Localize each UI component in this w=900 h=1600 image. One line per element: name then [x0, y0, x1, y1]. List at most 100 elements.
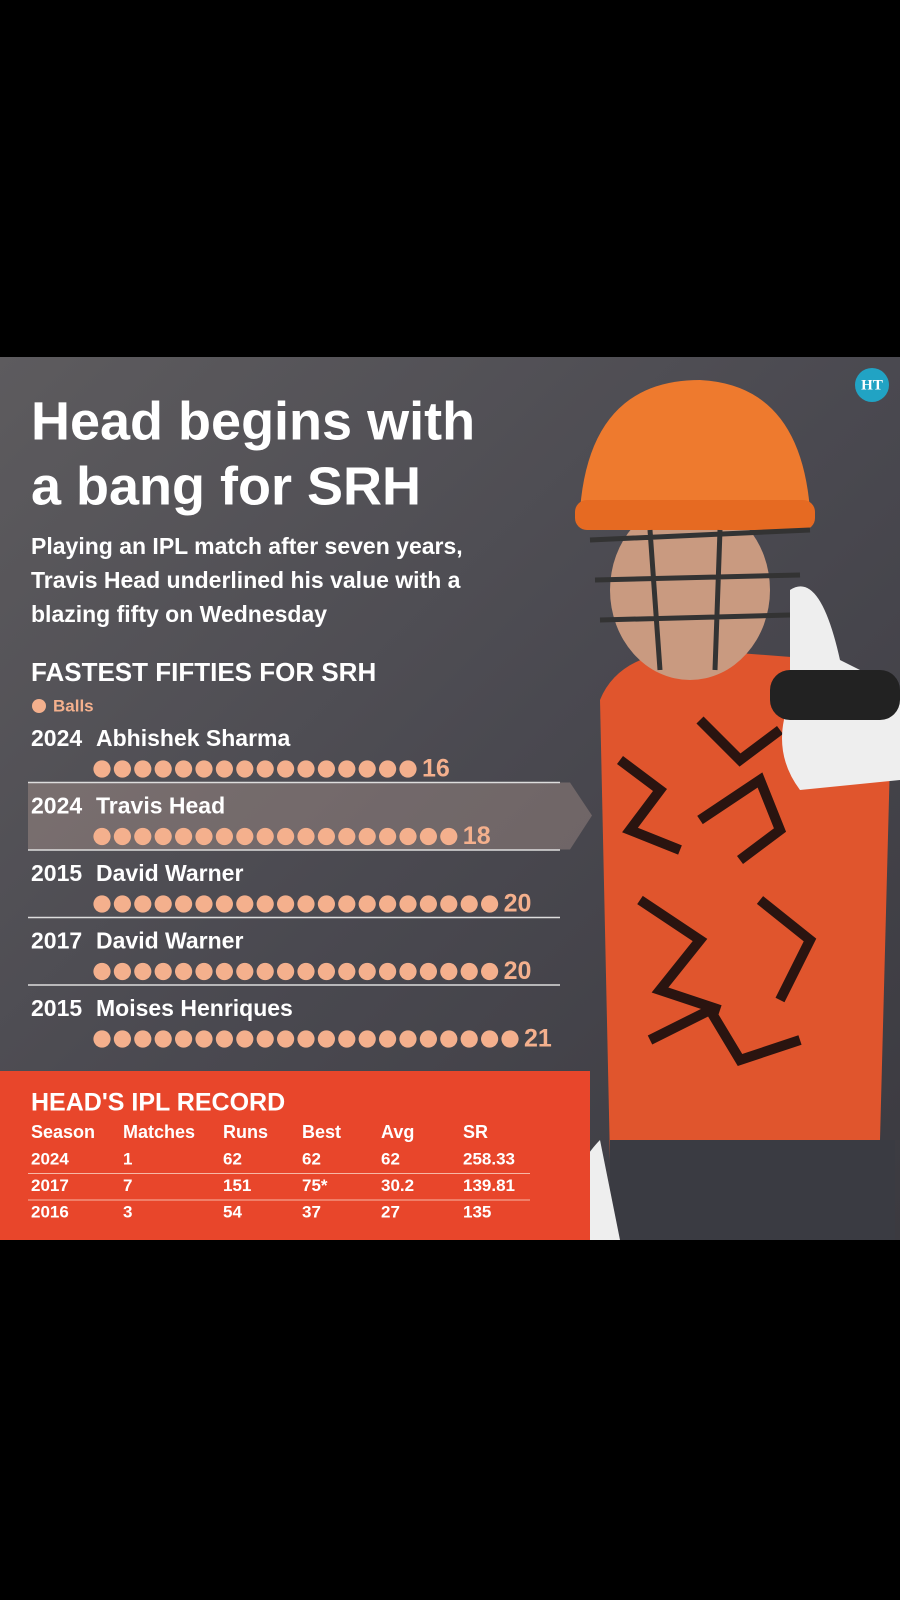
dot: [297, 962, 315, 981]
dot: [481, 1030, 499, 1048]
dot: [338, 827, 356, 846]
table-cell: 2017: [31, 1176, 69, 1195]
dot: [379, 827, 397, 846]
dot: [399, 1030, 417, 1048]
dot: [338, 760, 356, 778]
category-label: Abhishek Sharma: [96, 725, 290, 751]
dot: [317, 760, 335, 778]
subtitle-line: Travis Head underlined his value with a: [31, 567, 461, 593]
table-cell: 54: [223, 1202, 242, 1221]
column-header: Avg: [381, 1122, 414, 1142]
dot: [134, 962, 152, 981]
dot: [256, 895, 274, 913]
dot: [460, 962, 478, 981]
dot: [358, 760, 376, 778]
table-cell: 2016: [31, 1202, 69, 1221]
dot: [195, 1030, 213, 1048]
value-label: 20: [504, 890, 532, 918]
table-cell: 139.81: [463, 1176, 515, 1195]
dot: [175, 760, 193, 778]
dot: [134, 1030, 152, 1048]
dot: [134, 760, 152, 778]
dot: [358, 895, 376, 913]
table-panel: [0, 1071, 590, 1240]
dot: [399, 760, 417, 778]
column-header: SR: [463, 1122, 488, 1142]
dot-row: [93, 827, 458, 846]
logo: HT: [861, 377, 883, 393]
dot: [338, 1030, 356, 1048]
dot: [317, 1030, 335, 1048]
dot: [501, 1030, 519, 1048]
dot: [440, 895, 458, 913]
dot: [195, 895, 213, 913]
dot: [175, 1030, 193, 1048]
dot: [236, 962, 254, 981]
dot: [460, 895, 478, 913]
dot: [277, 895, 295, 913]
dot-row: [93, 1030, 519, 1048]
table-cell: 62: [381, 1149, 400, 1168]
category-label: David Warner: [96, 860, 243, 886]
dot: [236, 827, 254, 846]
dot: [195, 962, 213, 981]
dot: [358, 1030, 376, 1048]
dot: [93, 827, 111, 846]
value-label: 16: [422, 755, 450, 783]
legend-dot: [32, 699, 46, 713]
dot: [154, 962, 172, 981]
dot: [399, 895, 417, 913]
dot: [256, 1030, 274, 1048]
dot: [358, 962, 376, 981]
dot: [154, 760, 172, 778]
category-label: Travis Head: [96, 793, 225, 819]
dot: [154, 827, 172, 846]
player-photo: HT: [555, 368, 900, 1240]
dot: [317, 827, 335, 846]
year-label: 2015: [31, 995, 82, 1021]
dot: [440, 962, 458, 981]
dot: [338, 962, 356, 981]
dot: [175, 962, 193, 981]
chart-title: FASTEST FIFTIES FOR SRH: [31, 657, 376, 687]
dot: [215, 1030, 233, 1048]
dot: [154, 1030, 172, 1048]
dot: [317, 895, 335, 913]
table-cell: 135: [463, 1202, 491, 1221]
dot: [379, 760, 397, 778]
dot: [399, 827, 417, 846]
table-cell: 75*: [302, 1176, 328, 1195]
dot: [236, 760, 254, 778]
title-line: a bang for SRH: [31, 456, 421, 516]
subtitle-line: Playing an IPL match after seven years,: [31, 533, 463, 559]
year-label: 2015: [31, 860, 82, 886]
title-line: Head begins with: [31, 391, 475, 451]
dot: [277, 1030, 295, 1048]
dot: [93, 760, 111, 778]
dot: [93, 895, 111, 913]
column-header: Best: [302, 1122, 341, 1142]
dot: [419, 1030, 437, 1048]
dot: [93, 962, 111, 981]
dot: [460, 1030, 478, 1048]
dot: [215, 962, 233, 981]
dot-row: [93, 895, 499, 913]
dot: [113, 1030, 131, 1048]
category-label: David Warner: [96, 928, 243, 954]
table-cell: 30.2: [381, 1176, 414, 1195]
dot: [215, 760, 233, 778]
table-cell: 62: [302, 1149, 321, 1168]
column-header: Matches: [123, 1122, 195, 1142]
dot: [277, 827, 295, 846]
dot: [93, 1030, 111, 1048]
column-header: Season: [31, 1122, 95, 1142]
dot: [481, 895, 499, 913]
dot: [256, 962, 274, 981]
dot: [317, 962, 335, 981]
dot: [358, 827, 376, 846]
dot: [297, 1030, 315, 1048]
dot: [440, 827, 458, 846]
value-label: 20: [504, 957, 532, 985]
dot: [256, 827, 274, 846]
